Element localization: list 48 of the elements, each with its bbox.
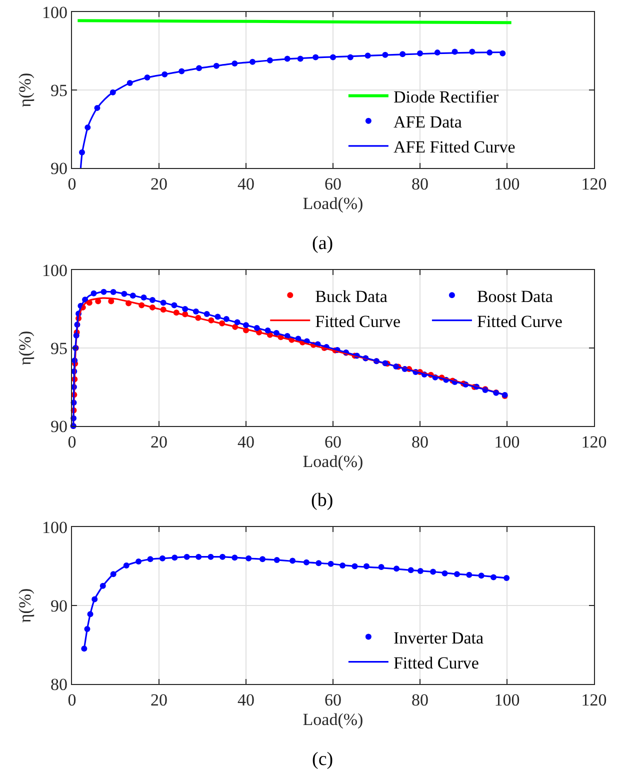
legend-label: Fitted Curve bbox=[315, 312, 401, 331]
x-tick-label: 0 bbox=[68, 432, 76, 452]
x-tick-label: 100 bbox=[494, 690, 520, 710]
y-tick-label: 100 bbox=[42, 2, 68, 22]
x-tick-label: 20 bbox=[150, 174, 168, 194]
x-axis-title: Load(%) bbox=[302, 194, 364, 213]
legend-label: Inverter Data bbox=[393, 628, 484, 648]
y-tick-label: 95 bbox=[50, 80, 68, 100]
x-tick-label: 40 bbox=[238, 174, 254, 194]
legend-label: Buck Data bbox=[315, 286, 388, 306]
x-tick-label: 0 bbox=[68, 690, 76, 710]
x-tick-label: 20 bbox=[150, 690, 168, 710]
legend-label: Fitted Curve bbox=[476, 312, 562, 331]
x-tick-label: 40 bbox=[238, 432, 254, 452]
y-axis-title: η(%) bbox=[16, 72, 35, 108]
x-tick-label: 60 bbox=[324, 690, 342, 710]
legend-label: Fitted Curve bbox=[393, 653, 479, 672]
x-tick-label: 60 bbox=[324, 174, 342, 194]
x-tick-label: 120 bbox=[581, 690, 607, 710]
x-tick-label: 120 bbox=[581, 432, 607, 452]
text: (a) bbox=[312, 233, 334, 254]
y-tick-label: 90 bbox=[50, 416, 68, 436]
x-tick-label: 120 bbox=[581, 174, 607, 194]
text: (c) bbox=[312, 749, 334, 770]
x-tick-label: 80 bbox=[412, 432, 428, 452]
legend-label: AFE Fitted Curve bbox=[393, 138, 516, 157]
x-tick-label: 100 bbox=[494, 432, 520, 452]
y-tick-label: 95 bbox=[50, 338, 68, 358]
x-tick-label: 20 bbox=[150, 432, 168, 452]
y-tick-label: 80 bbox=[50, 674, 68, 694]
x-tick-label: 80 bbox=[412, 174, 428, 194]
x-tick-label: 60 bbox=[324, 432, 342, 452]
y-tick-label: 90 bbox=[50, 596, 68, 616]
x-axis-title: Load(%) bbox=[302, 710, 364, 729]
y-tick-label: 100 bbox=[42, 260, 68, 280]
y-axis-title: η(%) bbox=[16, 330, 35, 366]
x-axis-title: Load(%) bbox=[302, 452, 364, 471]
x-tick-label: 0 bbox=[68, 174, 76, 194]
legend-label: AFE Data bbox=[393, 112, 462, 132]
x-tick-label: 100 bbox=[494, 174, 520, 194]
y-tick-label: 100 bbox=[42, 518, 68, 537]
y-axis-title: η(%) bbox=[16, 588, 35, 623]
y-tick-label: 90 bbox=[50, 158, 68, 178]
x-tick-label: 40 bbox=[238, 690, 254, 710]
legend-label: Boost Data bbox=[476, 286, 554, 306]
text: (b) bbox=[311, 490, 334, 511]
legend-label: Diode Rectifier bbox=[393, 87, 500, 106]
x-tick-label: 80 bbox=[412, 690, 428, 710]
